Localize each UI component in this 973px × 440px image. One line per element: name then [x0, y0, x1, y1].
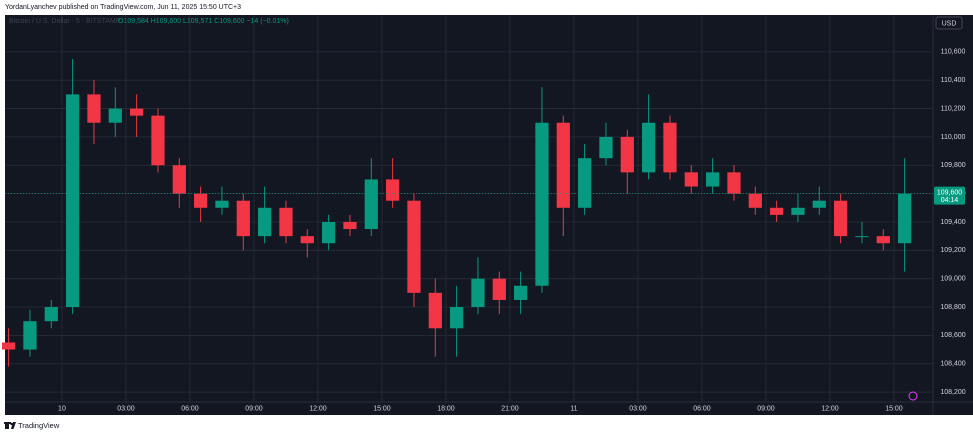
y-tick-label: 109,200 [940, 247, 965, 254]
candle-body [130, 108, 144, 116]
candle-body [791, 207, 805, 215]
candle-body [386, 179, 400, 201]
x-tick-label: 12:00 [309, 405, 327, 412]
candle-body [663, 122, 677, 173]
x-tick-label: 06:00 [181, 405, 199, 412]
chart-panel [5, 15, 973, 415]
candle-body [258, 207, 272, 237]
header: YordanLyanchev published on TradingView.… [5, 4, 241, 11]
candle-body [620, 136, 634, 173]
candle-body [108, 108, 122, 123]
y-tick-label: 109,000 [940, 276, 965, 283]
candle-body [322, 221, 336, 244]
x-tick-label: 03:00 [117, 405, 135, 412]
candle-body [407, 200, 421, 293]
candle-body [748, 193, 762, 208]
x-tick-label: 18:00 [437, 405, 455, 412]
x-tick-label: 09:00 [757, 405, 775, 412]
candle-body [599, 136, 613, 159]
y-tick-label: 110,000 [941, 134, 966, 141]
candle-body [343, 221, 357, 230]
candle-body [471, 278, 485, 308]
candle-body [44, 307, 58, 322]
candle-body [279, 207, 293, 237]
currency-box[interactable] [935, 16, 963, 30]
y-tick-label: 108,400 [940, 361, 965, 368]
x-tick-label: 15:00 [885, 405, 903, 412]
candle-body [834, 200, 848, 237]
candle-body [23, 321, 37, 350]
x-tick-label: 03:00 [629, 405, 647, 412]
candle-body [236, 200, 250, 237]
candle-body [812, 200, 826, 208]
candle-body [364, 179, 378, 230]
x-tick-label: 09:00 [245, 405, 263, 412]
currency[interactable]: USD [942, 20, 957, 27]
ohlc-info: O109,584 H109,600 L109,571 C109,600 −14 … [118, 18, 289, 25]
candle-body [514, 285, 528, 300]
candle-body [706, 172, 720, 187]
candle-body [66, 94, 80, 308]
x-tick-label: 12:00 [821, 405, 839, 412]
x-tick-label: 10 [58, 405, 66, 412]
candle-body [642, 122, 656, 173]
countdown: 04:14 [941, 197, 959, 204]
candle-body [578, 158, 592, 208]
y-tick-label: 110,200 [941, 105, 966, 112]
last-price-label: 109,600 [937, 189, 962, 196]
y-tick-label: 110,400 [941, 77, 966, 84]
y-tick-label: 108,600 [940, 332, 965, 339]
candle-body [492, 278, 506, 300]
footer: TradingView [18, 421, 60, 430]
candle-body [300, 236, 314, 244]
candle-body [898, 193, 912, 244]
candle-body [151, 115, 165, 166]
candle-body [727, 172, 741, 194]
x-tick-label: 06:00 [693, 405, 711, 412]
candle-body [172, 165, 186, 194]
candle-body [684, 172, 698, 187]
candle-body [194, 193, 208, 208]
candle-body [2, 342, 16, 350]
x-tick-label: 15:00 [373, 405, 391, 412]
candle-body [215, 200, 229, 208]
y-tick-label: 110,600 [941, 49, 966, 56]
candle-body [855, 236, 869, 238]
candle-body [428, 292, 442, 329]
footer-logo [4, 422, 16, 429]
y-tick-label: 108,200 [940, 389, 965, 396]
last-price-box [934, 186, 965, 205]
candle-body [87, 94, 101, 123]
symbol: Bitcoin / U.S. Dollar · 5 · BITSTAMP [9, 18, 121, 25]
y-tick-label: 109,400 [940, 219, 965, 226]
x-tick-label: 21:00 [501, 405, 519, 412]
candle-body [535, 122, 549, 286]
candle-body [450, 307, 464, 329]
event-icon[interactable] [908, 391, 918, 401]
candle-body [876, 236, 890, 244]
y-tick-label: 109,800 [940, 162, 965, 169]
x-tick-label: 11 [570, 405, 577, 412]
candle-body [770, 207, 784, 215]
candle-body [556, 122, 570, 208]
y-tick-label: 108,800 [940, 304, 965, 311]
